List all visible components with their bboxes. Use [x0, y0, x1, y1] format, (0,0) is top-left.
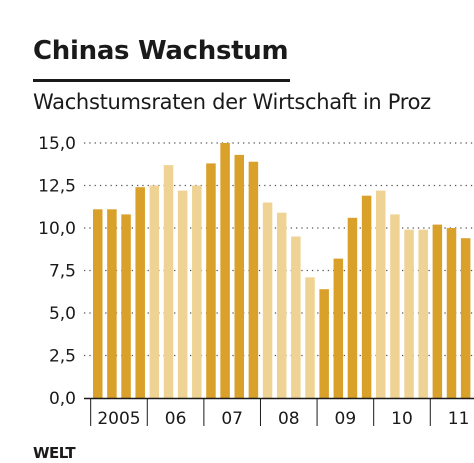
x-tick-label: 2005 — [97, 409, 140, 429]
bar — [107, 209, 117, 398]
bar — [432, 224, 443, 398]
bar — [376, 190, 386, 398]
y-tick-label: 10,0 — [38, 219, 76, 239]
bar — [234, 154, 244, 398]
bar — [177, 190, 188, 398]
bar — [418, 229, 428, 398]
chart-title: Chinas Wachstum — [33, 36, 289, 66]
bar — [262, 202, 273, 398]
x-tick-label: 06 — [165, 409, 187, 429]
bar — [135, 187, 145, 398]
bar — [248, 161, 259, 398]
y-tick-label: 7,5 — [49, 262, 76, 282]
bar — [333, 258, 344, 398]
bar — [121, 214, 131, 398]
y-tick-label: 0,0 — [49, 389, 76, 409]
bar — [347, 217, 358, 398]
bar — [93, 209, 103, 398]
y-tick-label: 15,0 — [38, 134, 76, 154]
bar — [192, 185, 202, 398]
bar — [291, 236, 301, 398]
bar — [206, 163, 216, 398]
chart-subtitle: Wachstumsraten der Wirtschaft in Proz — [33, 90, 431, 114]
bar — [305, 277, 315, 398]
bar — [460, 238, 471, 398]
bar — [149, 185, 160, 398]
x-tick-label: 09 — [335, 409, 357, 429]
bar — [404, 229, 414, 398]
title-underline — [33, 79, 290, 82]
x-tick-label: 10 — [391, 409, 413, 429]
bar — [163, 165, 174, 398]
bar — [446, 228, 457, 398]
x-tick-label: 08 — [278, 409, 300, 429]
y-tick-label: 12,5 — [38, 177, 76, 197]
x-tick-label: 07 — [221, 409, 243, 429]
welt-logo: WELT — [33, 444, 76, 462]
bar — [361, 195, 372, 398]
bar — [390, 214, 400, 398]
x-tick-label: 11 — [448, 409, 470, 429]
bar — [276, 212, 287, 398]
bar — [220, 143, 230, 398]
y-tick-label: 5,0 — [49, 304, 76, 324]
y-tick-label: 2,5 — [49, 347, 76, 367]
bar — [319, 289, 329, 398]
